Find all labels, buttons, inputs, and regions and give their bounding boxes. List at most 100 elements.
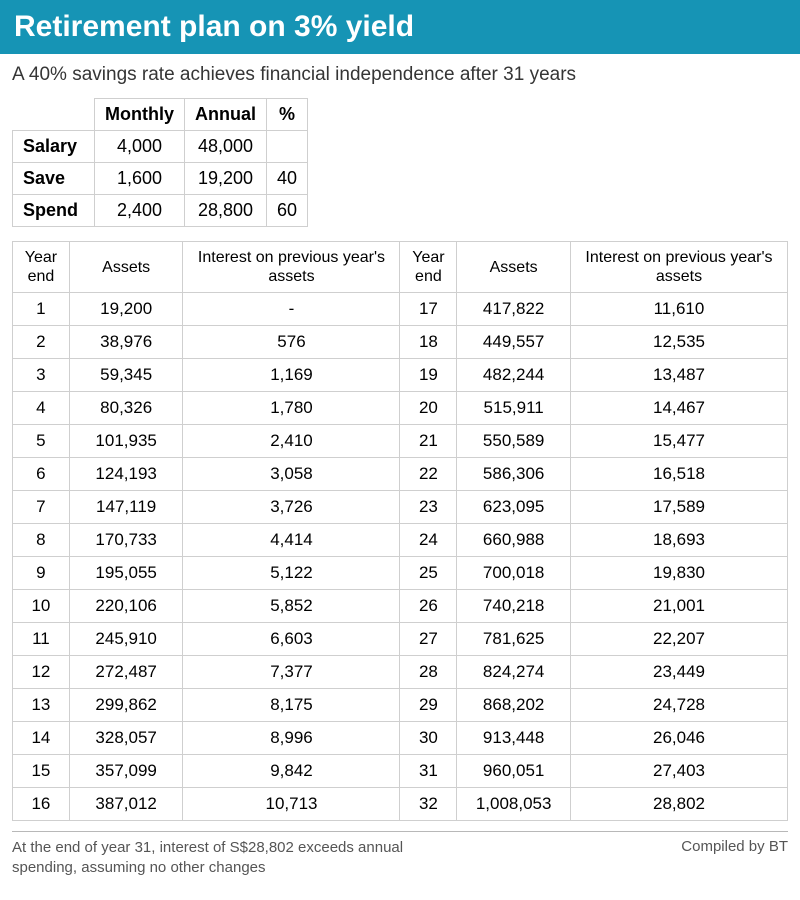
year-cell: 21 (400, 425, 457, 458)
summary-cell: 4,000 (95, 131, 185, 163)
year-cell: 6 (13, 458, 70, 491)
yearly-header-year: Year end (400, 242, 457, 293)
year-cell: 2 (13, 326, 70, 359)
assets-cell: 586,306 (457, 458, 571, 491)
year-cell: 31 (400, 755, 457, 788)
interest-cell: 10,713 (183, 788, 400, 821)
summary-cell: 48,000 (185, 131, 267, 163)
table-row: 16387,01210,713321,008,05328,802 (13, 788, 788, 821)
summary-cell: 1,600 (95, 163, 185, 195)
assets-cell: 449,557 (457, 326, 571, 359)
interest-cell: 7,377 (183, 656, 400, 689)
table-row: 10220,1065,85226740,21821,001 (13, 590, 788, 623)
year-cell: 20 (400, 392, 457, 425)
interest-cell: 27,403 (570, 755, 787, 788)
interest-cell: 14,467 (570, 392, 787, 425)
year-cell: 11 (13, 623, 70, 656)
year-cell: 9 (13, 557, 70, 590)
summary-header-annual: Annual (185, 99, 267, 131)
table-row: Save 1,600 19,200 40 (13, 163, 308, 195)
interest-cell: 13,487 (570, 359, 787, 392)
assets-cell: 387,012 (69, 788, 183, 821)
interest-cell: 28,802 (570, 788, 787, 821)
assets-cell: 328,057 (69, 722, 183, 755)
assets-cell: 124,193 (69, 458, 183, 491)
interest-cell: 4,414 (183, 524, 400, 557)
interest-cell: 576 (183, 326, 400, 359)
interest-cell: 17,589 (570, 491, 787, 524)
summary-cell: 19,200 (185, 163, 267, 195)
year-cell: 28 (400, 656, 457, 689)
assets-cell: 101,935 (69, 425, 183, 458)
year-cell: 22 (400, 458, 457, 491)
table-row: 8170,7334,41424660,98818,693 (13, 524, 788, 557)
yearly-header-interest: Interest on previous year's assets (183, 242, 400, 293)
year-cell: 26 (400, 590, 457, 623)
assets-cell: 80,326 (69, 392, 183, 425)
interest-cell: 22,207 (570, 623, 787, 656)
assets-cell: 220,106 (69, 590, 183, 623)
yearly-header-assets: Assets (69, 242, 183, 293)
summary-row-label: Salary (13, 131, 95, 163)
assets-cell: 38,976 (69, 326, 183, 359)
interest-cell: - (183, 293, 400, 326)
year-cell: 27 (400, 623, 457, 656)
interest-cell: 5,852 (183, 590, 400, 623)
interest-cell: 19,830 (570, 557, 787, 590)
summary-corner (13, 99, 95, 131)
interest-cell: 11,610 (570, 293, 787, 326)
year-cell: 14 (13, 722, 70, 755)
assets-cell: 868,202 (457, 689, 571, 722)
year-cell: 18 (400, 326, 457, 359)
assets-cell: 660,988 (457, 524, 571, 557)
interest-cell: 2,410 (183, 425, 400, 458)
year-cell: 25 (400, 557, 457, 590)
year-cell: 10 (13, 590, 70, 623)
assets-cell: 824,274 (457, 656, 571, 689)
interest-cell: 15,477 (570, 425, 787, 458)
yearly-header-year: Year end (13, 242, 70, 293)
table-row: Monthly Annual % (13, 99, 308, 131)
table-row: 15357,0999,84231960,05127,403 (13, 755, 788, 788)
assets-cell: 1,008,053 (457, 788, 571, 821)
table-row: Salary 4,000 48,000 (13, 131, 308, 163)
interest-cell: 3,726 (183, 491, 400, 524)
table-row: Spend 2,400 28,800 60 (13, 195, 308, 227)
summary-header-pct: % (267, 99, 308, 131)
yearly-header-assets: Assets (457, 242, 571, 293)
credit: Compiled by BT (681, 838, 788, 855)
interest-cell: 8,996 (183, 722, 400, 755)
year-cell: 4 (13, 392, 70, 425)
footer-row: At the end of year 31, interest of S$28,… (12, 831, 788, 877)
assets-cell: 515,911 (457, 392, 571, 425)
assets-cell: 59,345 (69, 359, 183, 392)
assets-cell: 195,055 (69, 557, 183, 590)
year-cell: 5 (13, 425, 70, 458)
summary-row-label: Spend (13, 195, 95, 227)
assets-cell: 147,119 (69, 491, 183, 524)
interest-cell: 9,842 (183, 755, 400, 788)
year-cell: 23 (400, 491, 457, 524)
year-cell: 7 (13, 491, 70, 524)
interest-cell: 1,780 (183, 392, 400, 425)
interest-cell: 5,122 (183, 557, 400, 590)
year-cell: 15 (13, 755, 70, 788)
table-row: 9195,0555,12225700,01819,830 (13, 557, 788, 590)
summary-cell: 28,800 (185, 195, 267, 227)
interest-cell: 1,169 (183, 359, 400, 392)
assets-cell: 19,200 (69, 293, 183, 326)
page-container: Retirement plan on 3% yield A 40% saving… (0, 0, 800, 889)
year-cell: 12 (13, 656, 70, 689)
assets-cell: 245,910 (69, 623, 183, 656)
table-row: 13299,8628,17529868,20224,728 (13, 689, 788, 722)
year-cell: 19 (400, 359, 457, 392)
table-row: 11245,9106,60327781,62522,207 (13, 623, 788, 656)
year-cell: 1 (13, 293, 70, 326)
year-cell: 32 (400, 788, 457, 821)
interest-cell: 21,001 (570, 590, 787, 623)
interest-cell: 6,603 (183, 623, 400, 656)
year-cell: 29 (400, 689, 457, 722)
yearly-header-interest: Interest on previous year's assets (570, 242, 787, 293)
table-row: 14328,0578,99630913,44826,046 (13, 722, 788, 755)
table-row: 12272,4877,37728824,27423,449 (13, 656, 788, 689)
